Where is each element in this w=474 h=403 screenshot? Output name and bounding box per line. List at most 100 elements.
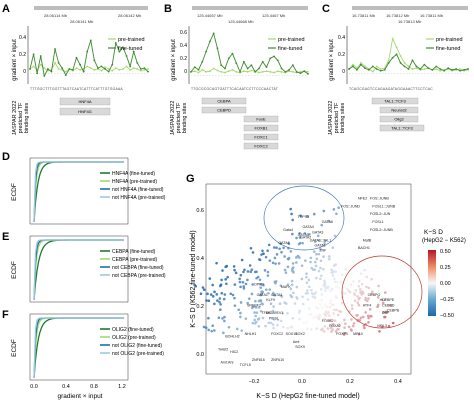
scatter-point <box>275 246 278 250</box>
data-point <box>250 69 253 72</box>
scatter-point <box>269 302 273 306</box>
x-tick-label: 0.0 <box>298 379 306 385</box>
scatter-point <box>208 277 212 280</box>
panel-a: 28.06114 Mb 28.06142 Mb 28.06141 Mb grad… <box>12 6 149 135</box>
scatter-point <box>365 275 369 279</box>
coord-label: 16.73812 Mb <box>386 13 410 18</box>
legend-label: fine-tuned <box>278 46 302 52</box>
data-point <box>395 46 398 49</box>
scatter-point <box>306 214 309 218</box>
tf-label: GATA6 <box>322 220 333 224</box>
scatter-point <box>332 208 336 211</box>
scatter-point <box>304 259 307 262</box>
scatter-point <box>305 327 309 331</box>
scatter-point <box>387 324 391 328</box>
tf-name: CEBPD <box>217 108 231 113</box>
scatter-point <box>239 311 242 315</box>
legend: OLIG2 (fine-tuned) OLIG2 (pre-trained) n… <box>100 327 164 357</box>
ecdf-plot-f <box>33 317 124 379</box>
tf-binding-site <box>201 97 247 105</box>
data-point <box>208 40 211 43</box>
scatter-point <box>258 258 261 261</box>
scatter-point <box>276 323 279 327</box>
tf-binding-site <box>59 97 111 106</box>
scatter-point <box>315 252 318 256</box>
data-point <box>86 50 89 53</box>
scatter-point <box>331 323 334 326</box>
data-point <box>129 68 132 71</box>
x-axis-label: K−S D (HepG2 fine-tuned model) <box>256 393 359 400</box>
scatter-point <box>286 257 290 261</box>
y-tick-label: 0 <box>23 69 26 75</box>
scatter-point <box>350 307 354 310</box>
scatter-point <box>310 291 314 295</box>
scatter-point <box>227 325 231 329</box>
scatter-point <box>256 318 260 321</box>
data-point <box>32 65 35 68</box>
series-line <box>29 40 149 78</box>
data-point <box>220 64 223 67</box>
data-point <box>258 67 260 70</box>
x-tick-label: 0.4 <box>62 384 70 390</box>
data-point <box>443 69 446 72</box>
scatter-point <box>267 243 271 247</box>
scatter-point <box>347 325 351 329</box>
tf-label: FOS::JUND <box>341 204 360 208</box>
scatter-point <box>354 289 358 292</box>
tf-name: CEBPA <box>217 99 231 104</box>
colorbar-title: (HepG2 − K562) <box>422 238 466 244</box>
scatter-point <box>233 283 237 286</box>
panel-letter-e: E <box>2 231 9 243</box>
scatter-point <box>286 311 289 315</box>
data-point <box>193 66 196 69</box>
scatter-point <box>333 234 337 238</box>
data-point <box>288 70 291 73</box>
x-tick-label: −0.2 <box>249 379 260 385</box>
scatter-point <box>322 330 326 333</box>
scatter-point <box>264 288 268 291</box>
legend-label: pre-trained <box>436 37 463 43</box>
scatter-point <box>337 323 341 326</box>
scatter-point <box>358 287 362 291</box>
tf-label: CEBPG <box>368 293 381 297</box>
scatter-point <box>323 283 327 287</box>
data-point <box>463 68 465 71</box>
data-point <box>352 63 354 66</box>
data-point <box>32 53 35 56</box>
scatter-point <box>274 281 277 285</box>
tf-binding-site <box>379 106 419 114</box>
scatter-point <box>314 260 317 264</box>
ecdf-curve <box>33 239 124 301</box>
scatter-point <box>344 267 348 271</box>
tf-label: GATA3 <box>312 230 323 234</box>
y-axis-label: K−S D (K562 fine-tuned model) <box>190 230 197 327</box>
scatter-point <box>367 297 370 300</box>
scatter-point <box>219 308 222 312</box>
scatter-point <box>272 293 275 296</box>
data-point <box>280 67 283 70</box>
scatter-point <box>215 293 219 296</box>
scatter-point <box>369 315 373 318</box>
scatter-point <box>254 306 258 309</box>
scatter-point <box>225 264 229 268</box>
scatter-point <box>324 314 328 317</box>
data-point <box>118 68 121 71</box>
data-point <box>363 67 366 70</box>
scatter-point <box>315 257 319 261</box>
data-point <box>111 63 114 66</box>
scatter-point <box>207 299 211 303</box>
scatter-point <box>201 286 205 289</box>
data-point <box>129 65 132 68</box>
scatter-point <box>344 322 347 325</box>
tf-name: FOXC2 <box>254 144 268 149</box>
scatter-point <box>328 305 332 309</box>
data-point <box>276 70 279 73</box>
data-point <box>356 68 358 71</box>
scatter-point <box>206 292 209 296</box>
scatter-point <box>320 293 324 296</box>
tf-label: FOSL2::JUNB <box>370 228 393 232</box>
data-point <box>303 70 306 73</box>
data-point <box>205 70 207 73</box>
scatter-point <box>283 255 286 258</box>
scatter-point <box>243 268 246 272</box>
